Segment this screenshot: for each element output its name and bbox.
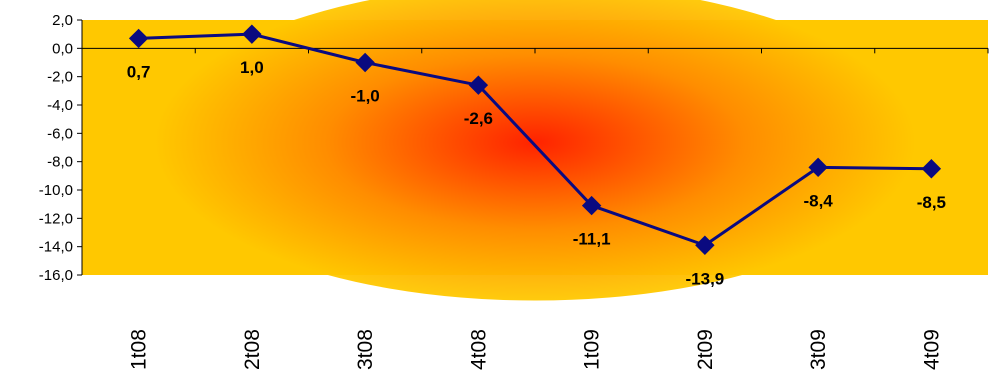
x-tick-label: 2t08 (241, 329, 264, 370)
data-label: 0,7 (127, 62, 151, 81)
series-markers (128, 24, 942, 255)
plot-area (82, 0, 988, 301)
data-point-marker (355, 52, 375, 73)
y-axis: 2,0 0,0 -2,0 -4,0 -6,0 -8,0 -10,0 -12,0 -14,0 -16… (39, 12, 83, 284)
x-tick-label: 1t09 (581, 329, 604, 370)
y-tick-label: -6,0 (47, 125, 73, 142)
y-tick-label: 2,0 (52, 12, 73, 29)
y-tick-label: -2,0 (47, 69, 73, 86)
y-tick-label: -12,0 (39, 210, 73, 227)
data-label: -13,9 (686, 269, 725, 288)
data-label: -8,5 (917, 193, 946, 212)
x-tick-label: 3t08 (354, 329, 377, 370)
data-point-marker (128, 28, 149, 49)
data-label: -2,6 (464, 109, 493, 128)
x-tick-label: 4t08 (467, 329, 490, 370)
y-tick-label: -16,0 (39, 267, 73, 284)
y-tick-label: -10,0 (39, 182, 73, 199)
x-tick-label: 4t09 (920, 329, 943, 370)
y-tick-label: -4,0 (47, 97, 73, 114)
data-point-marker (921, 159, 942, 179)
data-point-marker (468, 75, 489, 95)
x-tick-label: 3t09 (807, 329, 830, 370)
data-label: 1,0 (240, 58, 264, 77)
y-tick-label: 0,0 (52, 40, 73, 57)
x-tick-label: 1t08 (128, 329, 151, 370)
y-tick-label: -8,0 (47, 154, 73, 171)
data-label: -8,4 (803, 191, 833, 210)
data-point-marker (581, 195, 602, 216)
data-labels: 0,7 1,0 -1,0 -2,6 -11,1 -13,9 -8,4 -8,5 (127, 58, 946, 288)
data-point-marker (242, 24, 262, 44)
data-point-marker (695, 235, 715, 255)
x-tick-label: 2t09 (694, 329, 717, 370)
data-label: -1,0 (350, 87, 379, 106)
plot-bg-glow (154, 0, 916, 301)
x-axis: 1t08 2t08 3t08 4t08 1t09 2t09 3t09 4t09 (81, 47, 989, 370)
data-point-marker (808, 157, 828, 178)
y-tick-label: -14,0 (39, 239, 73, 256)
series-line-path (138, 32, 932, 247)
series-line (138, 32, 932, 247)
data-label: -11,1 (573, 230, 611, 249)
